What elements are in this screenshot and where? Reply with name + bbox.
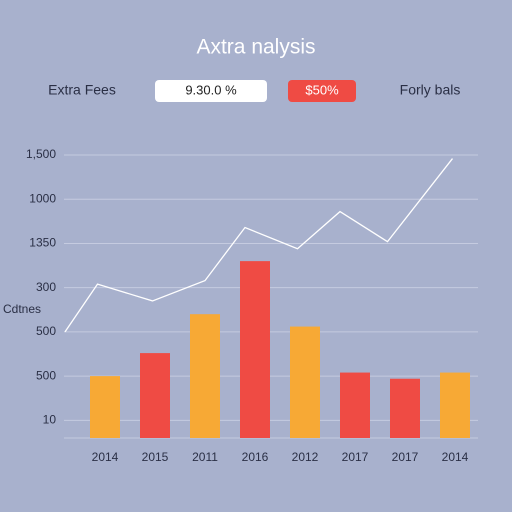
bar — [290, 326, 320, 438]
chart-title: Axtra nalysis — [196, 36, 315, 59]
y-tick-label: 1350 — [29, 236, 56, 250]
bar — [90, 376, 120, 438]
header-label: Forly bals — [400, 82, 461, 98]
bar — [240, 261, 270, 438]
x-tick-label: 2012 — [292, 450, 319, 464]
input-value: 9.30.0 % — [185, 82, 237, 97]
x-tick-label: 2016 — [242, 450, 269, 464]
x-tick-label: 2014 — [442, 450, 469, 464]
bar — [340, 372, 370, 438]
y-tick-label: 500 — [36, 324, 56, 338]
x-tick-label: 2017 — [392, 450, 419, 464]
button[interactable] — [288, 80, 356, 102]
input-box[interactable] — [155, 80, 267, 102]
x-tick-label: 2011 — [192, 450, 218, 464]
bar — [190, 314, 220, 438]
bar — [440, 372, 470, 438]
header-label: Extra Fees — [48, 82, 116, 98]
y-tick-label: 500 — [36, 368, 56, 382]
bar — [140, 353, 170, 438]
line — [64, 158, 454, 333]
x-tick-label: 2014 — [92, 450, 119, 464]
y-tick-label: 1000 — [29, 191, 56, 205]
y-tick-label: 300 — [36, 280, 56, 294]
y-axis-label: Cdtnes — [3, 302, 41, 316]
y-tick-label: 1,500 — [26, 147, 56, 161]
bar — [390, 378, 420, 438]
x-tick-label: 2017 — [342, 450, 369, 464]
x-tick-label: 2015 — [142, 450, 169, 464]
button-label: $50% — [305, 82, 339, 97]
y-tick-label: 10 — [43, 412, 57, 426]
